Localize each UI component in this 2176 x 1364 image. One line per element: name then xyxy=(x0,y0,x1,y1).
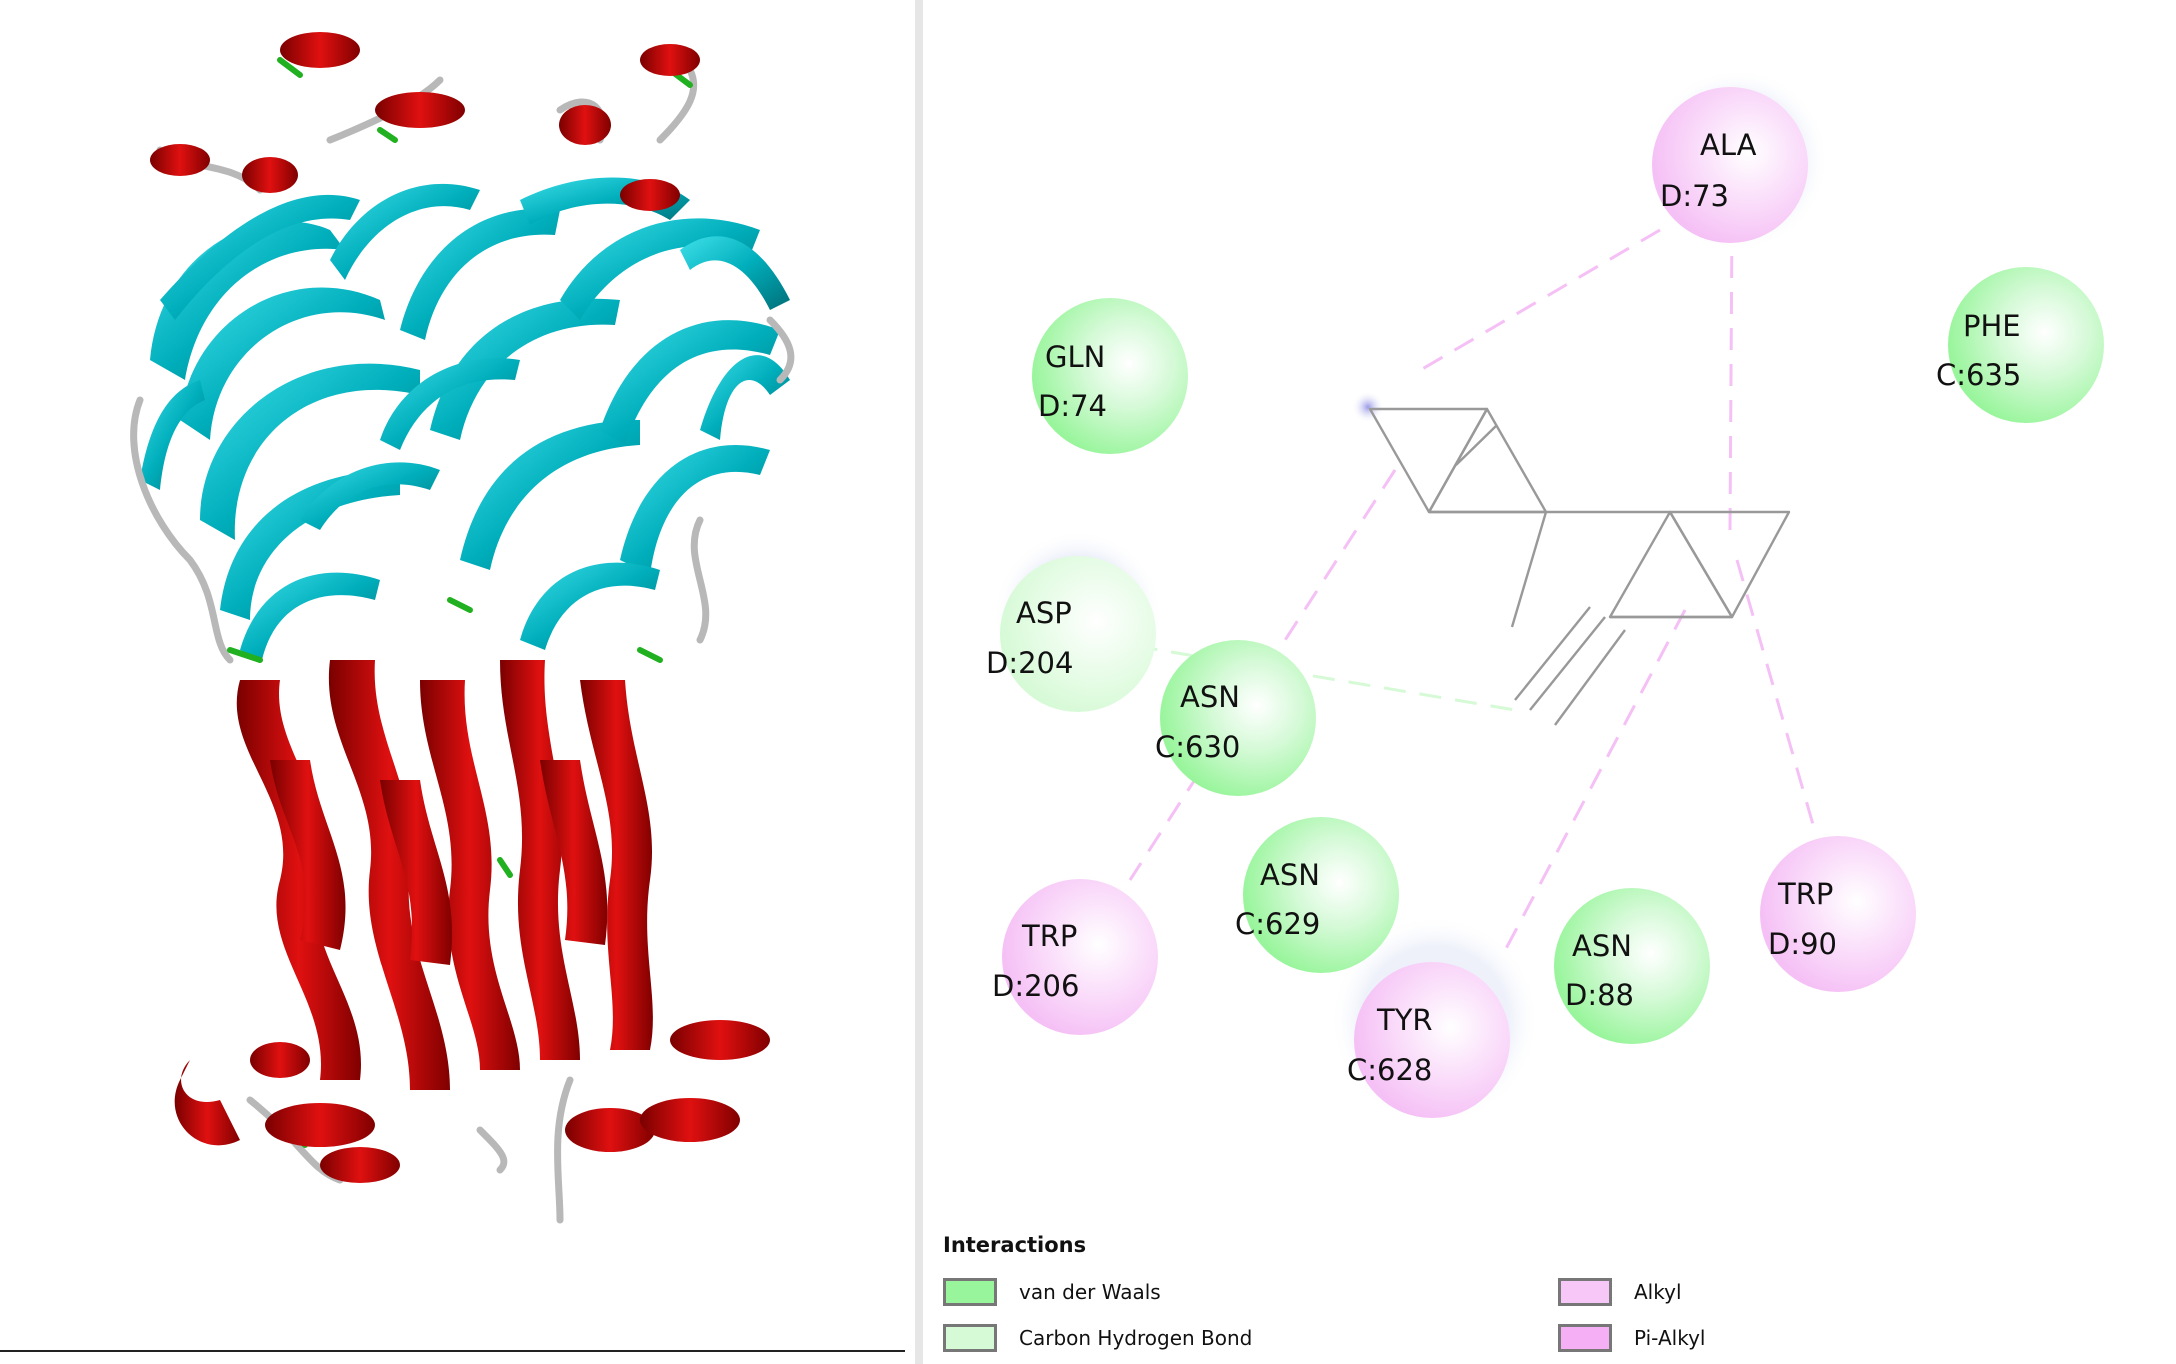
top-helices xyxy=(150,32,700,211)
residue-tyr-c628[interactable]: TYR C:628 xyxy=(1347,962,1510,1118)
residue-id: D:73 xyxy=(1660,179,1729,213)
residue-name: TRP xyxy=(1777,877,1833,911)
residue-trp-d206[interactable]: TRP D:206 xyxy=(992,879,1158,1035)
legend-item-pi-alkyl: Pi-Alkyl xyxy=(1558,1321,1705,1355)
residue-name: TYR xyxy=(1376,1003,1433,1037)
legend-swatch xyxy=(1558,1324,1612,1352)
residue-id: C:628 xyxy=(1347,1053,1432,1087)
residue-name: PHE xyxy=(1963,309,2021,343)
residue-id: C:630 xyxy=(1155,730,1240,764)
residue-name: ASN xyxy=(1180,680,1240,714)
residue-name: TRP xyxy=(1021,919,1077,953)
transmembrane-helices xyxy=(236,660,653,1090)
alkyl-line-ala-d73 xyxy=(1411,228,1661,377)
residue-asn-c629[interactable]: ASN C:629 xyxy=(1235,817,1399,973)
residue-name: ASN xyxy=(1572,929,1632,963)
residue-id: C:629 xyxy=(1235,907,1320,941)
legend-item-alkyl: Alkyl xyxy=(1558,1275,1682,1309)
alkyl-line-ala-d73-ring xyxy=(1728,219,1734,531)
legend-swatch xyxy=(1558,1278,1612,1306)
legend-item-van-der-waals: van der Waals xyxy=(943,1275,1161,1309)
pi-alkyl-line-tyr-c628 xyxy=(1498,609,1687,961)
legend-label: Alkyl xyxy=(1634,1280,1682,1304)
protein-ribbon-render xyxy=(130,32,795,1224)
residue-name: GLN xyxy=(1045,340,1105,374)
bottom-helices xyxy=(174,1020,770,1183)
legend-swatch xyxy=(943,1278,997,1306)
legend-label: Carbon Hydrogen Bond xyxy=(1019,1326,1253,1350)
residue-trp-d90[interactable]: TRP D:90 xyxy=(1760,836,1916,992)
panel-divider[interactable] xyxy=(915,0,923,1364)
residue-asn-d88[interactable]: ASN D:88 xyxy=(1554,888,1710,1044)
residue-id: D:90 xyxy=(1768,927,1837,961)
residue-nodes: ALA D:73 PHE C:635 GLN D:74 ASP D:204 AS… xyxy=(986,87,2104,1118)
legend-title: Interactions xyxy=(943,1233,1087,1257)
separator-line xyxy=(0,1350,905,1352)
residue-asp-d204[interactable]: ASP D:204 xyxy=(986,556,1156,712)
residue-id: D:74 xyxy=(1038,389,1107,423)
residue-id: D:204 xyxy=(986,646,1073,680)
ligand-atom-highlight xyxy=(1352,391,1384,423)
residue-ala-d73[interactable]: ALA D:73 xyxy=(1652,87,1808,243)
protein-3d-view[interactable] xyxy=(0,0,915,1364)
interactions-legend: Interactions van der Waals Carbon Hydrog… xyxy=(943,1225,2143,1355)
interaction-lines xyxy=(1099,219,1818,961)
legend-swatch xyxy=(943,1324,997,1352)
legend-label: Pi-Alkyl xyxy=(1634,1326,1706,1350)
residue-id: C:635 xyxy=(1936,358,2021,392)
residue-name: ALA xyxy=(1700,128,1757,162)
ligand-structure xyxy=(1368,407,1791,726)
legend-item-carbon-hydrogen-bond: Carbon Hydrogen Bond xyxy=(943,1321,1252,1355)
residue-phe-c635[interactable]: PHE C:635 xyxy=(1936,267,2104,423)
residue-gln-d74[interactable]: GLN D:74 xyxy=(1032,298,1188,454)
residue-id: D:206 xyxy=(992,969,1079,1003)
residue-name: ASP xyxy=(1016,596,1072,630)
residue-asn-c630[interactable]: ASN C:630 xyxy=(1155,640,1316,796)
residue-id: D:88 xyxy=(1565,978,1634,1012)
pi-alkyl-line-trp-d206 xyxy=(1128,469,1397,881)
legend-label: van der Waals xyxy=(1019,1280,1161,1304)
pi-alkyl-line-trp-d90 xyxy=(1735,559,1818,836)
residue-name: ASN xyxy=(1260,858,1320,892)
